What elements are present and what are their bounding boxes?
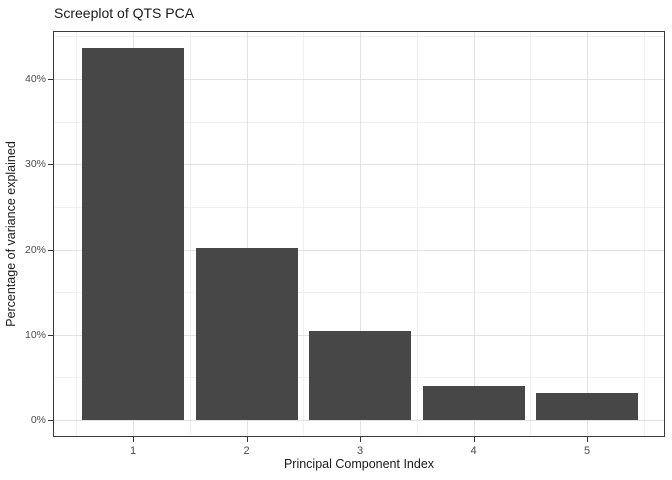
gridline-minor-h	[54, 292, 664, 294]
y-tick-mark	[48, 79, 53, 80]
bar-pc4	[422, 385, 525, 420]
y-tick-mark	[48, 249, 53, 251]
y-tick-label: 10%	[24, 328, 46, 341]
x-tick-label: 5	[583, 445, 591, 457]
y-tick-label: 0%	[30, 414, 46, 426]
y-tick-label: 20%	[24, 243, 46, 256]
gridline-major-v	[246, 32, 248, 436]
y-tick-mark	[48, 164, 53, 166]
y-tick-label: 30%	[24, 158, 46, 171]
gridline-minor-v	[416, 32, 418, 436]
bar-pc3	[309, 331, 411, 420]
bar-pc5	[536, 392, 638, 420]
x-tick-label: 3	[356, 445, 364, 457]
y-tick-mark	[48, 420, 53, 421]
gridline-minor-v	[643, 32, 645, 436]
x-tick-mark	[360, 437, 361, 442]
x-tick-mark	[473, 437, 475, 442]
chart-title: Screeplot of QTS PCA	[54, 5, 195, 21]
y-tick-mark	[48, 334, 53, 336]
gridline-minor-h	[54, 121, 664, 123]
x-tick-mark	[587, 437, 588, 442]
gridline-minor-h	[54, 206, 664, 208]
x-axis-title: Principal Component Index	[283, 457, 435, 471]
gridline-minor-v	[530, 32, 532, 436]
x-tick-label: 2	[243, 445, 250, 457]
gridline-minor-v	[189, 32, 191, 436]
plot-panel	[53, 31, 665, 437]
gridline-major-h	[54, 420, 664, 421]
gridline-major-v	[473, 32, 475, 436]
y-tick-label: 40%	[24, 73, 46, 85]
x-tick-label: 4	[470, 445, 477, 457]
x-tick-mark	[246, 437, 248, 442]
gridline-minor-v	[303, 32, 305, 436]
x-tick-mark	[133, 437, 134, 442]
gridline-minor-h	[54, 36, 664, 38]
bar-pc2	[195, 247, 298, 420]
gridline-minor-v	[76, 32, 78, 436]
x-tick-label: 1	[129, 445, 137, 457]
gridline-major-h	[54, 249, 664, 251]
bar-pc1	[82, 48, 184, 420]
gridline-major-v	[587, 32, 588, 436]
gridline-major-h	[54, 164, 664, 166]
gridline-major-h	[54, 79, 664, 80]
gridline-major-v	[360, 32, 361, 436]
